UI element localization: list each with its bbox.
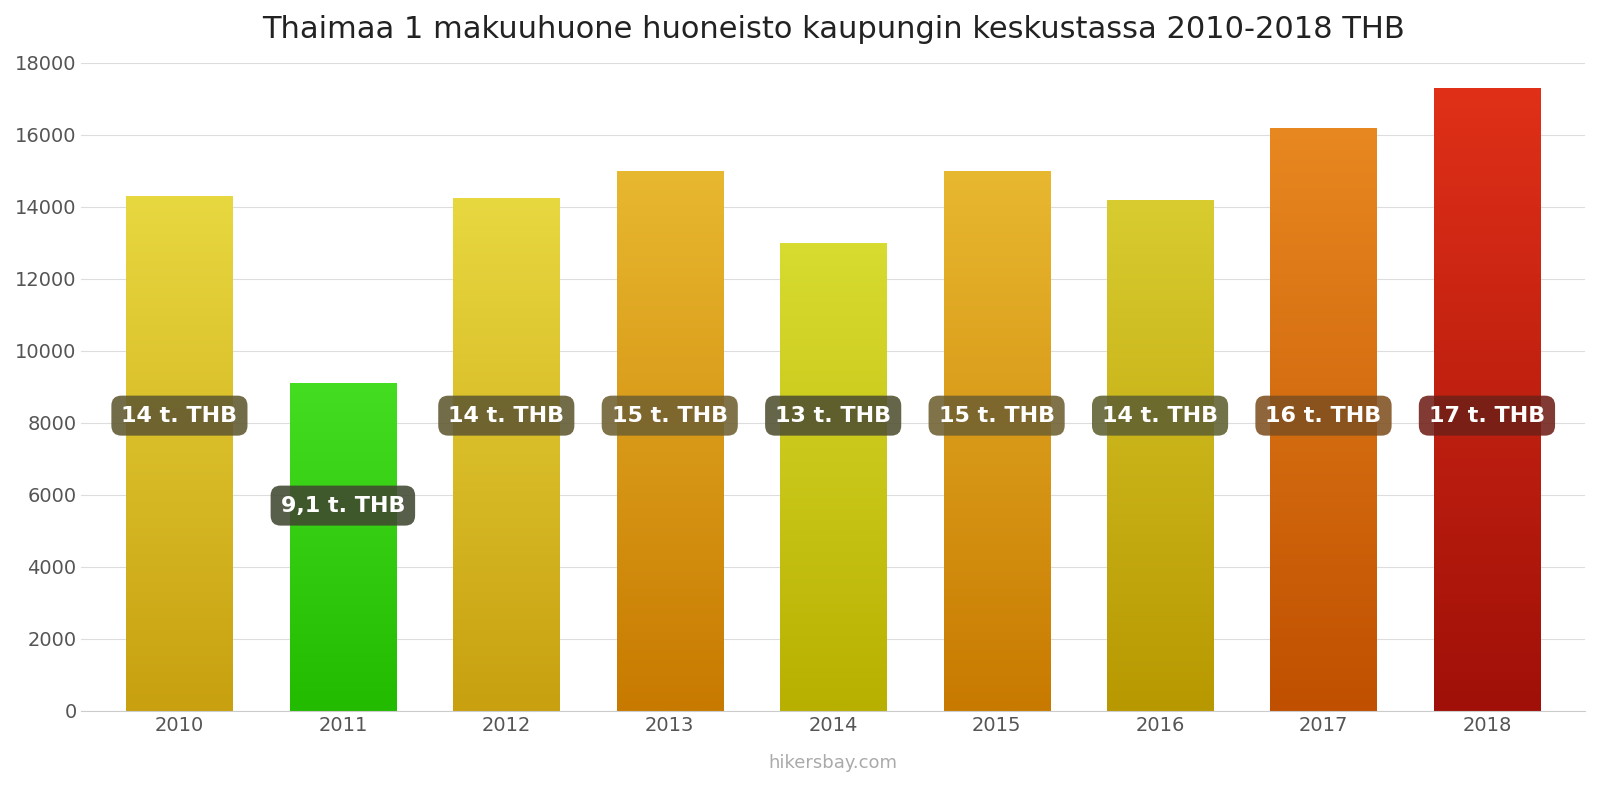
Text: 9,1 t. THB: 9,1 t. THB [280, 496, 405, 516]
Text: 13 t. THB: 13 t. THB [774, 406, 891, 426]
Text: hikersbay.com: hikersbay.com [768, 754, 898, 771]
Text: 15 t. THB: 15 t. THB [611, 406, 728, 426]
Text: 16 t. THB: 16 t. THB [1266, 406, 1382, 426]
Text: 17 t. THB: 17 t. THB [1429, 406, 1546, 426]
Text: 15 t. THB: 15 t. THB [939, 406, 1054, 426]
Text: 14 t. THB: 14 t. THB [122, 406, 237, 426]
Text: 14 t. THB: 14 t. THB [1102, 406, 1218, 426]
Text: 14 t. THB: 14 t. THB [448, 406, 565, 426]
Title: Thaimaa 1 makuuhuone huoneisto kaupungin keskustassa 2010-2018 THB: Thaimaa 1 makuuhuone huoneisto kaupungin… [262, 15, 1405, 44]
